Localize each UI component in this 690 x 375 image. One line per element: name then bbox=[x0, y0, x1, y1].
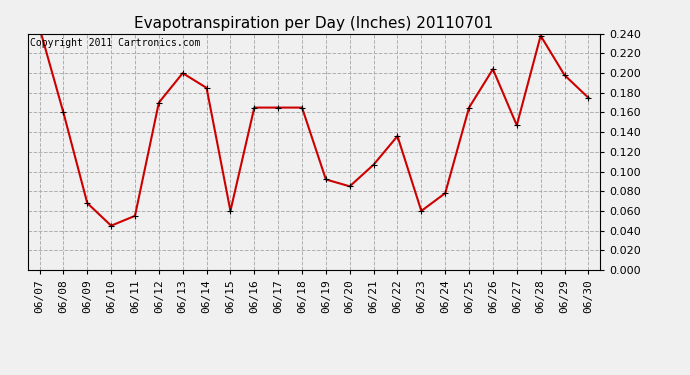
Title: Evapotranspiration per Day (Inches) 20110701: Evapotranspiration per Day (Inches) 2011… bbox=[135, 16, 493, 31]
Text: Copyright 2011 Cartronics.com: Copyright 2011 Cartronics.com bbox=[30, 39, 201, 48]
